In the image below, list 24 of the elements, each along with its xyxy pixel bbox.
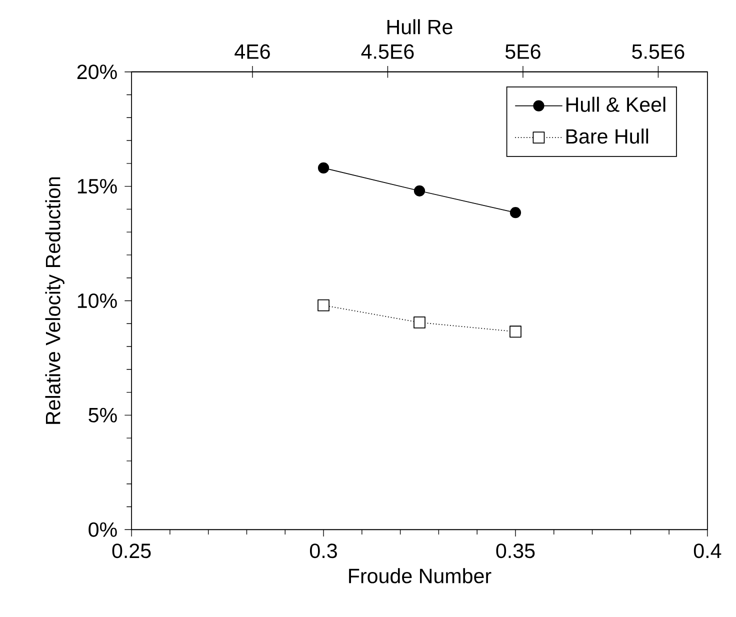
y-tick-label: 5% [88,408,117,422]
y-tick-label: 20% [77,64,117,80]
x2-tick-label: 5E6 [505,44,540,59]
y-tick-label: 10% [78,293,117,308]
point [510,326,522,338]
point [414,185,426,196]
x2-tick-label: 5.5E6 [632,44,684,59]
point [318,299,330,312]
point [510,206,522,218]
x-tick-label: 0.25 [112,543,151,558]
point [318,162,330,174]
x-tick-label: 0.4 [694,543,722,558]
x-axis-title: Froude Number [349,568,492,584]
x2-tick-label: 4E6 [234,44,270,59]
x-tick-label: 0.3 [310,543,337,558]
point [414,316,426,328]
x-tick-label: 0.35 [496,543,535,558]
x2-axis-title: Hull Re [387,19,452,34]
y-tick-label: 15% [78,178,117,194]
x2-tick-label: 4.5E6 [361,44,414,59]
y-tick-label: 0% [88,522,117,537]
legend-label: Bare Hull [566,128,648,144]
y-axis-title: Relative Velocity Reduction [45,177,64,424]
legend-label: Hull & Keel [566,96,666,112]
